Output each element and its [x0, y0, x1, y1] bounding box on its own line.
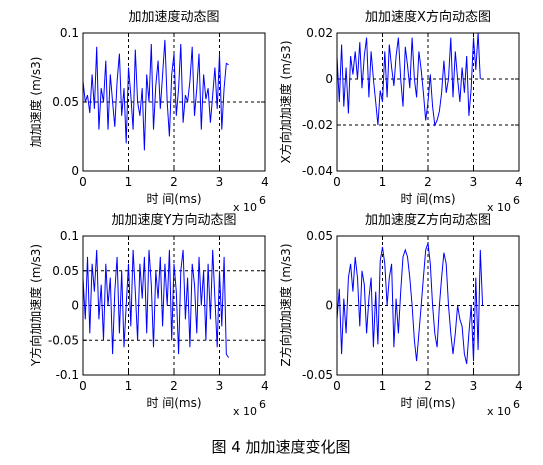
x-tick-label: 0 — [333, 175, 341, 189]
figure-caption: 图 4 加加速度变化图 — [211, 438, 350, 456]
x-tick-label: 2 — [424, 379, 432, 393]
y-tick-label: 0 — [325, 299, 333, 313]
x-axis-label: 时 间(ms) — [400, 192, 455, 206]
x-axis-label: 时 间(ms) — [146, 396, 201, 410]
x-exponent-label: x 10 — [487, 201, 511, 214]
axes-box — [82, 32, 266, 172]
chart-panel-1: 加加速度动态图 0 1 2 3 4 0 0.05 0.1 时 间(ms) x 106 加加速度 (m/… — [28, 9, 269, 214]
series-line — [336, 242, 484, 365]
y-axis-label: X方向加加速度 (m/s3) — [278, 40, 293, 163]
x-tick-label: 4 — [515, 379, 523, 393]
x-axis-label: 时 间(ms) — [400, 396, 455, 410]
x-tick-label: 3 — [216, 379, 224, 393]
x-exponent-power: 6 — [513, 194, 520, 207]
x-tick-label: 1 — [379, 175, 387, 189]
x-tick-label: 1 — [125, 379, 133, 393]
y-tick-label: -0.1 — [56, 368, 79, 382]
x-tick-label: 3 — [470, 379, 478, 393]
y-tick-label: 0 — [325, 72, 333, 86]
x-tick-label: 0 — [333, 379, 341, 393]
series-line — [82, 249, 230, 358]
chart-title: 加加速度Y方向动态图 — [112, 212, 237, 228]
x-exponent-label: x 10 — [233, 201, 257, 214]
x-tick-label: 4 — [515, 175, 523, 189]
chart-title: 加加速度动态图 — [128, 9, 219, 25]
y-tick-label: 0 — [71, 299, 79, 313]
y-tick-label: 0 — [71, 164, 79, 178]
axes-box — [336, 235, 520, 376]
axes-box — [82, 235, 266, 376]
x-tick-label: 0 — [79, 379, 87, 393]
y-axis-label: 加加速度 (m/s3) — [28, 57, 43, 148]
x-exponent-power: 6 — [259, 194, 266, 207]
axes-box — [336, 32, 520, 172]
y-tick-label: -0.05 — [302, 368, 333, 382]
y-tick-label: -0.02 — [302, 118, 333, 132]
y-tick-label: 0.02 — [306, 26, 333, 40]
x-tick-label: 3 — [470, 175, 478, 189]
x-exponent-power: 6 — [259, 398, 266, 411]
x-tick-label: 0 — [79, 175, 87, 189]
x-exponent-power: 6 — [513, 398, 520, 411]
chart-panel-2: 加加速度X方向动态图 0 1 2 3 4 -0.04 -0.02 0 0.02 时 间(ms) x 1… — [278, 9, 523, 214]
y-tick-label: 0.05 — [306, 229, 333, 243]
chart-title: 加加速度Z方向动态图 — [365, 212, 491, 228]
chart-panel-3: 加加速度Y方向动态图 0 1 2 3 4 -0.1 -0.05 0 0.05 0.1 时 间(ms) x… — [28, 212, 269, 418]
x-tick-label: 2 — [170, 175, 178, 189]
y-tick-label: -0.05 — [48, 333, 79, 347]
x-tick-label: 3 — [216, 175, 224, 189]
y-tick-label: 0.1 — [60, 26, 79, 40]
x-tick-label: 4 — [261, 379, 269, 393]
chart-title: 加加速度X方向动态图 — [365, 9, 491, 25]
x-tick-label: 2 — [170, 379, 178, 393]
y-tick-label: 0.1 — [60, 229, 79, 243]
y-tick-label: 0.05 — [52, 95, 79, 109]
x-tick-label: 1 — [125, 175, 133, 189]
y-tick-label: 0.05 — [52, 264, 79, 278]
x-tick-label: 4 — [261, 175, 269, 189]
x-exponent-label: x 10 — [233, 405, 257, 418]
y-axis-label: Y方向加加速度 (m/s3) — [28, 244, 43, 367]
series-line — [82, 39, 229, 151]
x-exponent-label: x 10 — [487, 405, 511, 418]
x-tick-label: 2 — [424, 175, 432, 189]
series-line — [336, 32, 481, 127]
x-tick-label: 1 — [379, 379, 387, 393]
x-axis-label: 时 间(ms) — [146, 192, 201, 206]
y-axis-label: Z方向加加速度 (m/s3) — [278, 243, 293, 366]
y-tick-label: -0.04 — [302, 164, 333, 178]
